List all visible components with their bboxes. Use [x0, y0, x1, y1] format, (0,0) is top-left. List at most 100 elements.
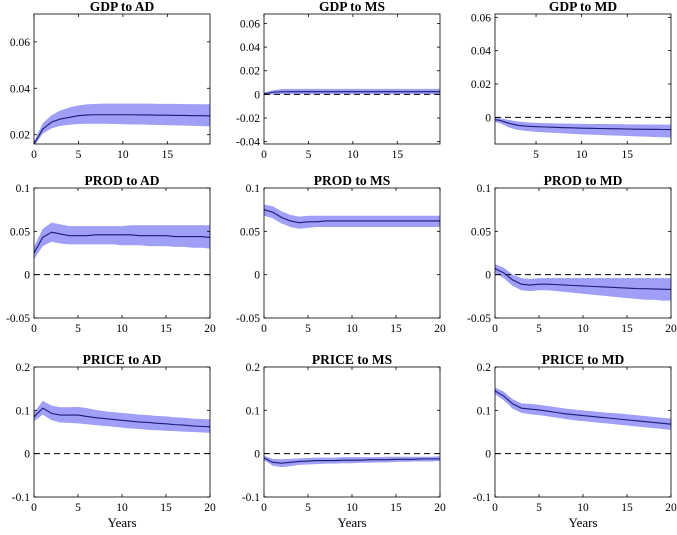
x-tick-label: 20	[665, 323, 677, 335]
y-tick-label: -0.1	[242, 492, 260, 504]
confidence-band	[495, 264, 671, 301]
axes-frame	[33, 13, 211, 145]
x-tick-label: 0	[261, 502, 267, 514]
y-tick-label: 0.04	[10, 83, 30, 95]
confidence-band	[495, 117, 671, 138]
y-tick-label: 0.02	[10, 130, 30, 142]
y-tick-label: -0.05	[6, 313, 30, 325]
x-tick-label: 5	[75, 323, 81, 335]
x-tick-label: 10	[116, 502, 128, 514]
panel-title: PRICE to MD	[542, 352, 625, 367]
x-tick-label: 0	[492, 502, 498, 514]
plot-area	[495, 116, 671, 138]
confidence-band	[264, 455, 440, 468]
median-response-line	[264, 457, 440, 464]
y-tick-label: -0.05	[467, 313, 491, 325]
x-tick-label: 20	[204, 502, 216, 514]
plot-area	[34, 103, 210, 144]
median-response-line	[495, 268, 671, 290]
panel-title: GDP to MD	[549, 0, 617, 14]
y-tick-label: 0.05	[10, 226, 30, 238]
x-tick-label: 5	[76, 149, 82, 161]
x-tick-label: 15	[390, 502, 402, 514]
plot-area	[264, 453, 440, 468]
axes-frame	[33, 366, 211, 498]
plot-area	[495, 264, 671, 301]
x-tick-label: 10	[577, 323, 589, 335]
confidence-band	[34, 103, 210, 144]
x-tick-label: 5	[536, 323, 542, 335]
y-tick-label: 0.02	[240, 66, 260, 78]
panel-title: PROD to MD	[544, 173, 623, 188]
x-tick-label: 0	[31, 323, 37, 335]
plot-area	[495, 387, 671, 455]
confidence-band	[495, 387, 671, 430]
median-response-line	[34, 407, 210, 428]
median-response-line	[495, 119, 671, 131]
y-tick-label: 0.05	[240, 226, 260, 238]
x-tick-label: 10	[346, 323, 358, 335]
panel-gdp-to-ms: 0 5 10 15 -0.04 -0.02 0 0.02 0.04 0.06 GDP to MS	[236, 0, 441, 161]
y-tick-label: -0.1	[473, 492, 491, 504]
axes-frame	[494, 13, 672, 145]
y-tick-label: 0	[485, 449, 491, 461]
x-tick-label: 15	[160, 323, 172, 335]
confidence-band	[264, 204, 440, 229]
panel-title: GDP to MS	[319, 0, 385, 14]
x-tick-label: 5	[533, 149, 539, 161]
x-tick-label: 15	[621, 149, 633, 161]
y-tick-label: 0	[485, 112, 491, 124]
y-tick-label: 0.02	[471, 79, 491, 91]
x-tick-label: 5	[75, 502, 81, 514]
x-tick-label: 0	[261, 149, 267, 161]
y-tick-label: 0	[24, 449, 30, 461]
y-tick-label: -0.1	[12, 492, 30, 504]
x-tick-label: 15	[621, 323, 633, 335]
median-response-line	[34, 231, 210, 254]
median-response-line	[264, 209, 440, 224]
y-tick-label: 0.2	[16, 362, 31, 374]
x-tick-label: 0	[31, 502, 37, 514]
x-tick-label: 20	[434, 502, 446, 514]
x-tick-label: 5	[306, 149, 312, 161]
y-tick-label: 0.1	[16, 183, 31, 195]
panel-gdp-to-ad: 0 5 10 15 0.02 0.04 0.06 GDP to AD	[10, 0, 211, 161]
y-tick-label: 0.1	[246, 183, 261, 195]
median-response-line	[264, 91, 440, 95]
x-tick-label: 20	[434, 323, 446, 335]
x-tick-label: 0	[492, 323, 498, 335]
x-tick-label: 10	[116, 323, 128, 335]
y-tick-label: 0.06	[240, 18, 260, 30]
x-tick-label: 10	[347, 149, 359, 161]
x-tick-label: 20	[204, 323, 216, 335]
x-tick-label: 5	[305, 502, 311, 514]
y-tick-label: 0.05	[471, 226, 491, 238]
y-tick-label: 0	[254, 270, 260, 282]
axes-frame	[263, 13, 441, 145]
x-axis-label: Years	[568, 515, 597, 530]
y-tick-label: 0.1	[16, 405, 31, 417]
y-tick-label: 0.2	[246, 362, 261, 374]
x-tick-label: 10	[577, 502, 589, 514]
axes-frame	[33, 187, 211, 319]
x-tick-label: 10	[576, 149, 588, 161]
panel-title: PROD to MS	[314, 173, 391, 188]
plot-area	[34, 222, 210, 276]
x-tick-label: 0	[31, 149, 37, 161]
x-tick-label: 10	[117, 149, 129, 161]
axes-frame	[263, 187, 441, 319]
y-tick-label: -0.05	[236, 313, 260, 325]
plot-area	[264, 88, 440, 95]
median-response-line	[34, 114, 210, 144]
panel-gdp-to-md: 5 10 15 0 0.02 0.04 0.06 GDP to MD	[471, 0, 672, 161]
y-tick-label: 0.06	[471, 12, 491, 24]
y-tick-label: 0.1	[477, 183, 492, 195]
plot-area	[34, 400, 210, 455]
y-tick-label: 0.04	[240, 42, 260, 54]
axes-frame	[263, 366, 441, 498]
